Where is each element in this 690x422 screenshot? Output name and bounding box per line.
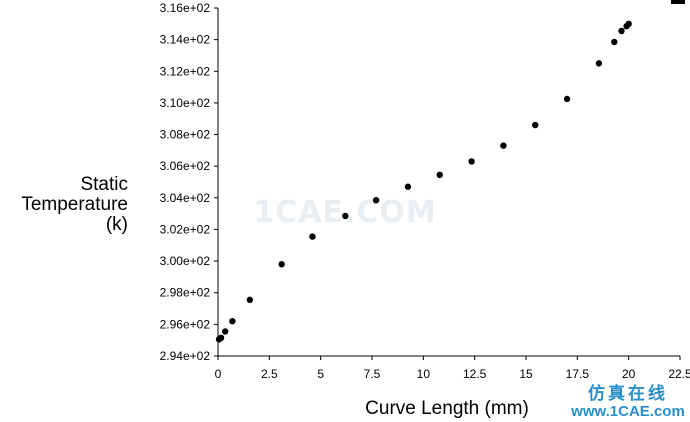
x-tick-label: 20	[622, 367, 636, 381]
data-point	[618, 27, 625, 35]
watermark-center: 1CAE.COM	[253, 195, 436, 230]
data-points-group	[215, 20, 632, 343]
x-tick-label: 17.5	[566, 367, 590, 381]
x-tick-label: 7.5	[364, 367, 381, 381]
y-tick-label: 3.12e+02	[160, 64, 211, 78]
x-tick-label: 2.5	[261, 367, 278, 381]
brand-name: 仿真在线	[588, 383, 668, 404]
y-axis-title-line: Temperature	[21, 194, 128, 215]
data-point	[611, 38, 618, 46]
data-point	[372, 196, 380, 204]
x-ticks-group: 0 2.5 5 7.5 10 12.5 15 17.5 20 22.5	[215, 356, 690, 381]
y-tick-label: 2.94e+02	[160, 349, 211, 363]
y-tick-label: 3.02e+02	[160, 222, 211, 236]
x-tick-label: 15	[519, 367, 533, 381]
data-point	[468, 158, 475, 165]
y-tick-label: 3.10e+02	[160, 96, 211, 110]
data-point	[221, 328, 229, 335]
x-tick-label: 10	[417, 367, 431, 381]
y-tick-label: 3.06e+02	[160, 159, 211, 173]
data-point	[309, 233, 316, 240]
y-tick-label: 3.00e+02	[160, 254, 211, 268]
data-point	[278, 261, 285, 268]
x-tick-label: 0	[215, 367, 222, 381]
y-axis-title: Static Temperature (k)	[21, 174, 128, 235]
data-point	[246, 296, 254, 304]
y-ticks-group: 2.94e+02 2.96e+02 2.98e+02 3.00e+02 3.02e+02…	[160, 1, 218, 363]
data-point	[595, 60, 603, 67]
data-point	[500, 142, 507, 149]
data-point	[342, 212, 349, 220]
axes-group	[217, 8, 680, 357]
y-tick-label: 3.04e+02	[160, 191, 211, 205]
data-point	[625, 20, 632, 28]
brand-url: www.1CAE.com	[571, 402, 685, 420]
corner-mark	[671, 0, 685, 4]
x-tick-label: 12.5	[463, 367, 487, 381]
data-point	[404, 183, 412, 190]
x-tick-label: 5	[317, 367, 324, 381]
brand-watermark: 仿真在线 www.1CAE.com	[568, 385, 688, 420]
y-tick-label: 2.98e+02	[160, 286, 211, 300]
data-point	[229, 318, 236, 325]
y-tick-label: 3.16e+02	[160, 1, 211, 15]
data-point	[436, 171, 443, 179]
data-point	[532, 121, 539, 129]
y-axis-title-line: Static	[80, 174, 128, 195]
x-axis-title: Curve Length (mm)	[365, 398, 529, 419]
x-tick-label: 22.5	[668, 367, 690, 381]
data-point	[563, 95, 571, 103]
y-tick-label: 2.96e+02	[160, 317, 211, 331]
data-point	[217, 334, 225, 342]
y-axis-title-line: (k)	[106, 214, 128, 235]
y-tick-label: 3.14e+02	[160, 33, 211, 47]
y-tick-label: 3.08e+02	[160, 128, 211, 142]
